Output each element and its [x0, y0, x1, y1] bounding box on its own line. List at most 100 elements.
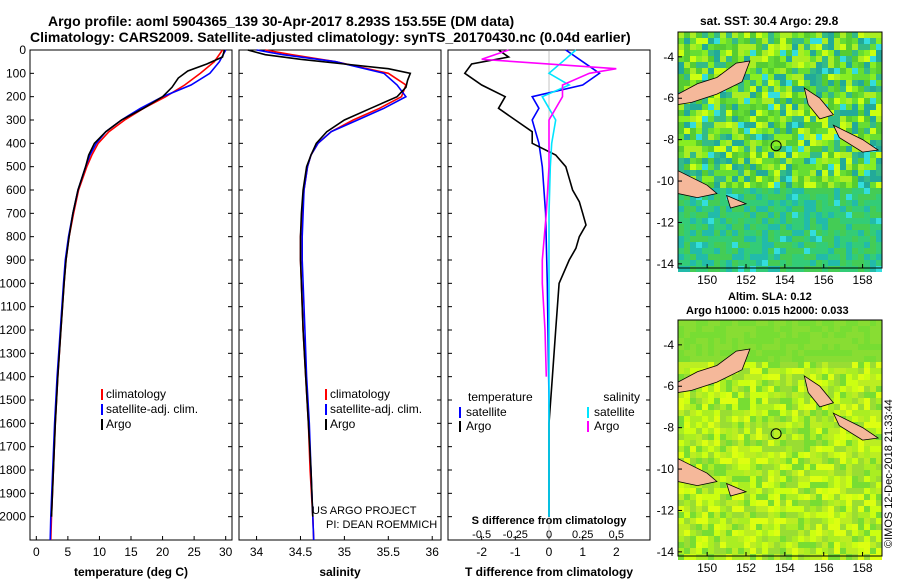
map-cell	[708, 98, 714, 104]
map-cell	[792, 446, 798, 452]
map-cell	[858, 152, 864, 158]
map-cell	[678, 398, 684, 404]
map-cell	[696, 158, 702, 164]
legend-entry: Argo	[594, 419, 620, 433]
map-cell	[804, 44, 810, 50]
map-cell	[756, 188, 762, 194]
map-cell	[786, 404, 792, 410]
map-cell	[840, 152, 846, 158]
map-cell	[858, 422, 864, 428]
map-cell	[750, 416, 756, 422]
map-cell	[768, 512, 774, 518]
map-cell	[684, 356, 690, 362]
series-line-salinity	[265, 49, 407, 541]
map-cell	[846, 392, 852, 398]
map-cell	[864, 458, 870, 464]
map-cell	[858, 476, 864, 482]
map-cell	[702, 542, 708, 548]
map-cell	[756, 134, 762, 140]
legend-entry: Argo	[106, 417, 132, 431]
map-cell	[840, 482, 846, 488]
map-cell	[786, 230, 792, 236]
map-cell	[774, 386, 780, 392]
map-cell	[774, 356, 780, 362]
map-cell	[702, 134, 708, 140]
map-cell	[846, 434, 852, 440]
map-cell	[768, 554, 774, 560]
map-cell	[852, 56, 858, 62]
map-cell	[840, 542, 846, 548]
map-cell	[840, 434, 846, 440]
map-cell	[840, 212, 846, 218]
map-cell	[732, 524, 738, 530]
map-cell	[810, 110, 816, 116]
map-cell	[816, 332, 822, 338]
xtick-label: 30	[219, 545, 233, 559]
map-cell	[870, 80, 876, 86]
map-cell	[678, 338, 684, 344]
map-cell	[750, 332, 756, 338]
map-cell	[822, 146, 828, 152]
map-cell	[864, 464, 870, 470]
map-cell	[858, 506, 864, 512]
map-cell	[804, 410, 810, 416]
map-cell	[810, 38, 816, 44]
map-cell	[858, 524, 864, 530]
map-cell	[678, 536, 684, 542]
map-cell	[870, 170, 876, 176]
map-cell	[774, 518, 780, 524]
map-cell	[702, 386, 708, 392]
map-cell	[696, 320, 702, 326]
map-cell	[678, 134, 684, 140]
map-cell	[828, 248, 834, 254]
map-cell	[696, 356, 702, 362]
map-cell	[792, 518, 798, 524]
legend-title-right: salinity	[603, 390, 640, 404]
map-cell	[774, 92, 780, 98]
map-cell	[870, 506, 876, 512]
map-cell	[738, 464, 744, 470]
map-cell	[840, 206, 846, 212]
map-cell	[720, 380, 726, 386]
map-cell	[720, 332, 726, 338]
map-cell	[774, 242, 780, 248]
map-cell	[696, 164, 702, 170]
map-cell	[702, 404, 708, 410]
map-cell	[786, 494, 792, 500]
map-cell	[768, 218, 774, 224]
map-cell	[786, 320, 792, 326]
map-cell	[720, 224, 726, 230]
map-cell	[828, 152, 834, 158]
map-cell	[822, 266, 828, 272]
map-cell	[756, 68, 762, 74]
map-cell	[744, 134, 750, 140]
map-cell	[780, 452, 786, 458]
map-cell	[798, 434, 804, 440]
map-cell	[732, 242, 738, 248]
map-cell	[774, 332, 780, 338]
map-cell	[744, 38, 750, 44]
map-cell	[750, 338, 756, 344]
map-cell	[822, 134, 828, 140]
map-ytick-label: -12	[657, 503, 675, 517]
map-cell	[744, 44, 750, 50]
map-cell	[750, 242, 756, 248]
map-cell	[822, 434, 828, 440]
map-cell	[810, 464, 816, 470]
map-cell	[804, 368, 810, 374]
map-cell	[738, 536, 744, 542]
map-cell	[804, 140, 810, 146]
map-cell	[720, 176, 726, 182]
map-cell	[756, 422, 762, 428]
map-cell	[714, 200, 720, 206]
map-cell	[798, 452, 804, 458]
map-cell	[702, 194, 708, 200]
map-cell	[792, 98, 798, 104]
map-cell	[762, 554, 768, 560]
map-cell	[750, 32, 756, 38]
map-cell	[828, 218, 834, 224]
map-cell	[684, 56, 690, 62]
map-cell	[864, 224, 870, 230]
map-cell	[792, 470, 798, 476]
map-cell	[852, 206, 858, 212]
